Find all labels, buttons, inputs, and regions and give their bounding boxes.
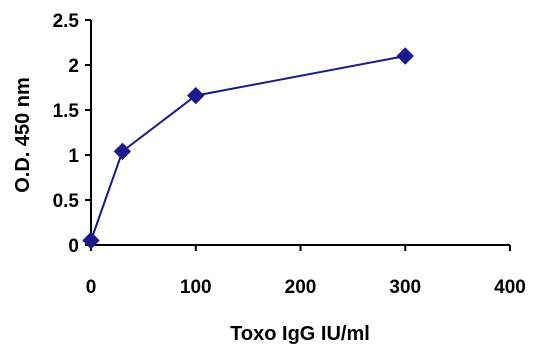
x-ticks: 0 100 200 300 400 xyxy=(86,245,526,298)
x-tick-label: 300 xyxy=(389,277,421,298)
y-ticks: 0 0.5 1 1.5 2 2.5 xyxy=(53,11,91,257)
x-tick-label: 0 xyxy=(86,277,97,298)
data-point-marker xyxy=(82,231,100,250)
x-tick-label: 400 xyxy=(494,277,526,298)
y-tick-label: 0 xyxy=(68,236,79,257)
y-tick-label: 2 xyxy=(68,56,79,77)
y-tick-label: 0.5 xyxy=(53,191,80,212)
series-line xyxy=(90,55,406,241)
x-tick-label: 200 xyxy=(285,277,317,298)
axes xyxy=(90,20,510,246)
x-axis-title: Toxo IgG IU/ml xyxy=(230,323,370,345)
y-tick-label: 1.5 xyxy=(53,101,80,122)
data-point-marker xyxy=(113,142,132,161)
x-tick-label: 100 xyxy=(180,277,212,298)
data-point-marker xyxy=(187,86,205,105)
y-tick-label: 2.5 xyxy=(53,11,80,32)
series-layer xyxy=(82,47,414,250)
y-axis-title: O.D. 450 nm xyxy=(12,77,34,193)
y-tick-label: 1 xyxy=(68,146,79,167)
data-point-marker xyxy=(396,47,414,65)
